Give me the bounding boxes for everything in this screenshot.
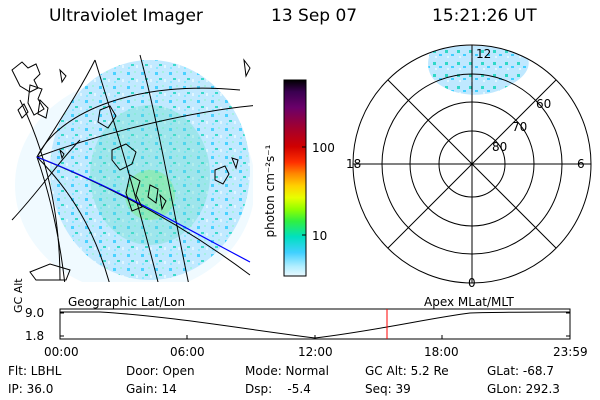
- colorbar-tick-100: 100: [312, 141, 335, 155]
- info-seq: Seq: 39: [365, 382, 411, 396]
- info-glon: GLon: 292.3: [487, 382, 560, 396]
- right-panel-label: Apex MLat/MLT: [424, 295, 514, 309]
- info-flt: Flt: LBHL: [8, 364, 62, 378]
- altitude-xtick-2: 12:00: [298, 345, 333, 359]
- polar-mlt-6: 6: [577, 157, 585, 171]
- polar-mlt-18: 18: [346, 157, 362, 171]
- altitude-ylabel: GC Alt: [12, 278, 25, 313]
- altitude-xtick-1: 06:00: [170, 345, 205, 359]
- info-mode: Mode: Normal: [245, 364, 329, 378]
- info-ip: IP: 36.0: [8, 382, 54, 396]
- polar-mlt-12: 12: [476, 47, 492, 61]
- info-dsp: Dsp: -5.4: [245, 382, 311, 396]
- polar-lat-80: 80: [492, 140, 508, 154]
- polar-mlt-0: 0: [468, 276, 476, 290]
- altitude-xtick-3: 18:00: [424, 345, 459, 359]
- header-time: 15:21:26 UT: [432, 6, 537, 26]
- altitude-xtick-0: 00:00: [44, 345, 79, 359]
- info-door: Door: Open: [126, 364, 195, 378]
- page-title: Ultraviolet Imager: [49, 6, 203, 26]
- polar-lat-70: 70: [512, 120, 528, 134]
- altitude-ytick-low: 1.8: [25, 329, 45, 343]
- header-date: 13 Sep 07: [271, 6, 358, 26]
- colorbar: [283, 79, 307, 277]
- altitude-ytick-high: 9.0: [25, 306, 45, 320]
- info-gc-alt: GC Alt: 5.2 Re: [365, 364, 449, 378]
- altitude-xtick-4: 23:59: [553, 345, 588, 359]
- info-glat: GLat: -68.7: [487, 364, 554, 378]
- info-gain: Gain: 14: [126, 382, 177, 396]
- colorbar-tick-10: 10: [312, 229, 328, 243]
- polar-lat-60: 60: [536, 97, 552, 111]
- left-panel-label: Geographic Lat/Lon: [68, 295, 186, 309]
